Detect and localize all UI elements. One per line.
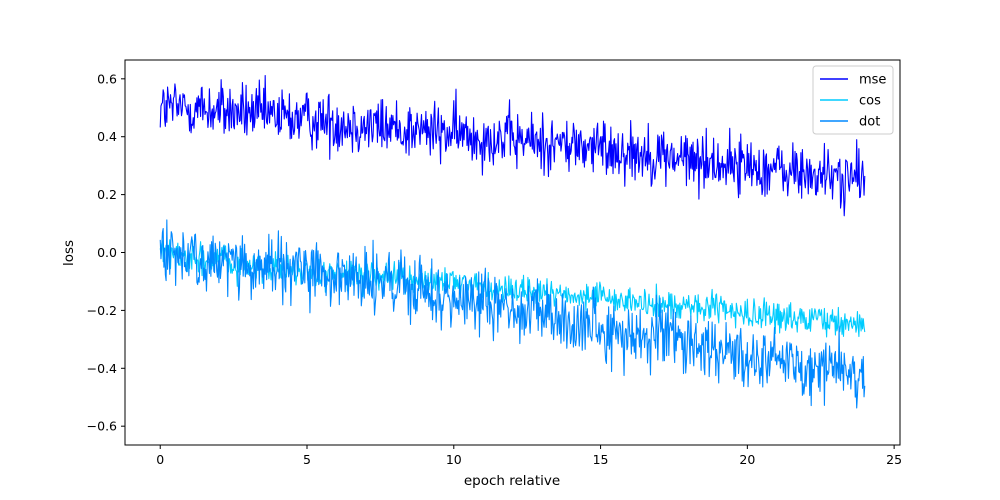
y-tick-label: 0.6 [97,71,117,86]
series-line-cos [159,239,866,338]
y-axis-label: loss [61,240,77,266]
plot-lines [159,75,866,409]
legend-label-dot: dot [859,115,880,130]
series-line-mse [159,75,866,217]
x-tick-label: 20 [739,452,755,467]
y-tick-label: 0.0 [97,245,117,260]
x-axis: 0 5 10 15 20 25 [156,445,902,467]
y-tick-label: −0.6 [87,419,117,434]
y-tick-label: −0.2 [87,303,117,318]
legend-label-cos: cos [859,94,881,109]
x-tick-label: 5 [303,452,311,467]
x-tick-label: 10 [446,452,462,467]
x-tick-label: 25 [886,452,902,467]
legend-label-mse: mse [859,73,886,88]
y-tick-label: −0.4 [87,361,117,376]
legend-box [812,65,894,135]
y-tick-label: 0.2 [97,187,117,202]
x-tick-label: 0 [156,452,164,467]
legend: mse cos dot [812,65,894,135]
y-axis: −0.6 −0.4 −0.2 0.0 0.2 0.4 0.6 [87,71,125,434]
x-axis-label: epoch relative [464,473,560,489]
y-tick-label: 0.4 [97,129,117,144]
x-tick-label: 15 [593,452,609,467]
series-line-dot [159,219,866,409]
